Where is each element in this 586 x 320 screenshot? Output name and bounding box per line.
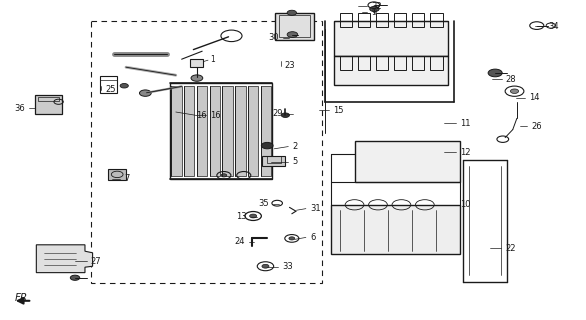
Bar [35,95,62,114]
Circle shape [488,69,502,77]
Circle shape [261,142,273,149]
Bar [430,13,442,27]
Bar [197,86,207,176]
Bar [210,86,220,176]
Text: FR.: FR. [15,293,31,303]
Bar [171,86,182,176]
Bar [331,205,460,254]
Text: 6: 6 [310,233,315,242]
Bar [91,21,322,283]
Text: 23: 23 [285,61,295,70]
Bar [394,13,406,27]
Circle shape [250,214,257,218]
Bar [222,86,233,176]
Text: 35: 35 [258,199,269,208]
Bar [334,56,448,85]
Text: 28: 28 [506,75,516,84]
Bar [38,97,59,101]
Bar [340,56,352,70]
Text: 12: 12 [460,148,471,156]
Text: 14: 14 [529,93,540,102]
Text: 16: 16 [210,111,221,120]
Circle shape [370,6,379,12]
Text: 27: 27 [91,257,101,266]
Text: 5: 5 [292,157,298,166]
Text: 31: 31 [310,204,321,213]
Circle shape [281,113,289,117]
Bar [334,21,448,56]
Bar [261,86,271,176]
Circle shape [221,174,227,177]
Text: 33: 33 [282,262,292,271]
Bar [430,56,442,70]
Bar [275,13,314,40]
Circle shape [510,89,519,93]
Text: 2: 2 [292,142,298,151]
Circle shape [287,32,298,37]
Bar [358,56,370,70]
Bar [412,56,424,70]
Text: 25: 25 [105,85,116,94]
Text: 34: 34 [548,22,558,31]
Bar [100,76,117,93]
Text: 29: 29 [272,109,283,118]
Bar [248,86,258,176]
Bar [394,56,406,70]
Circle shape [191,75,203,81]
Bar [262,156,285,166]
Circle shape [70,275,80,280]
Text: 7: 7 [124,174,130,183]
Text: 16: 16 [196,111,207,120]
Bar [340,13,352,27]
Bar [279,15,310,37]
Bar [412,13,424,27]
Text: 36: 36 [15,104,25,113]
Text: 26: 26 [532,122,542,131]
Bar [376,56,389,70]
Bar [170,83,272,179]
Bar [376,13,389,27]
Circle shape [262,264,269,268]
Bar [355,141,460,182]
Text: 30: 30 [268,33,279,42]
Text: 11: 11 [460,119,471,128]
Bar [358,13,370,27]
Circle shape [139,90,151,96]
Text: 22: 22 [505,244,516,252]
Bar [190,59,203,67]
Text: 32: 32 [372,2,382,11]
Circle shape [287,10,297,15]
Text: 9: 9 [372,8,377,17]
Text: 1: 1 [210,55,214,64]
Text: 24: 24 [234,237,245,246]
Polygon shape [36,245,93,273]
Text: 15: 15 [333,106,344,115]
Bar [267,156,281,163]
Bar [184,86,195,176]
Bar [235,86,246,176]
Circle shape [120,84,128,88]
Text: 13: 13 [236,212,247,221]
Circle shape [289,237,295,240]
Bar [108,169,126,180]
Text: 10: 10 [460,200,471,209]
